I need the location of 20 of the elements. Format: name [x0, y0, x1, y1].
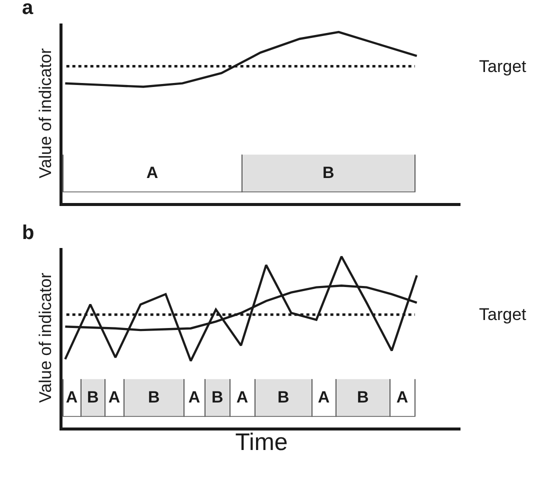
chart-title: b: [22, 222, 34, 244]
series-label: A: [236, 388, 248, 406]
ref-line-label: Target: [479, 305, 527, 324]
series-label: B: [212, 388, 224, 406]
series-label: A: [66, 388, 78, 406]
series-label: A: [188, 388, 200, 406]
series-label: B: [148, 388, 160, 406]
series-label: A: [108, 388, 120, 406]
series-label: A: [396, 388, 408, 406]
series-label: B: [87, 388, 100, 406]
ref-line-label: Target: [479, 57, 527, 76]
series-label: A: [146, 164, 158, 182]
series-label: B: [322, 164, 335, 182]
chart-title: a: [22, 0, 34, 19]
y-axis-title: Value of indicator: [36, 272, 55, 403]
series-label: A: [318, 388, 330, 406]
series-label: B: [278, 388, 290, 406]
series-label: B: [357, 388, 370, 406]
x-axis-title: Time: [235, 428, 288, 456]
y-axis-title: Value of indicator: [36, 48, 55, 178]
